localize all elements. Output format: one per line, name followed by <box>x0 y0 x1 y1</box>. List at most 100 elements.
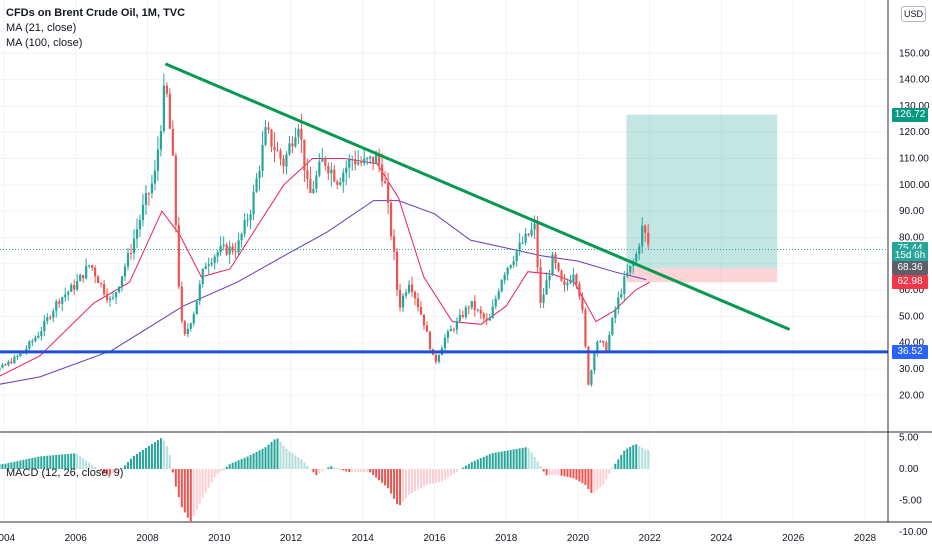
candle-body <box>473 301 476 310</box>
macd-bar <box>231 462 234 469</box>
candle-body <box>596 342 599 354</box>
candle-body <box>515 251 518 262</box>
macd-bar <box>584 469 587 486</box>
candle-body <box>138 220 142 230</box>
macd-bar <box>572 469 575 479</box>
macd-bar <box>300 459 303 469</box>
candle-body <box>243 220 246 234</box>
candle-body <box>285 154 288 167</box>
candle-body <box>566 282 569 286</box>
candle-body <box>389 202 393 237</box>
candle-body <box>204 266 207 270</box>
candle-body <box>401 295 405 308</box>
candle-body <box>34 337 37 342</box>
macd-bar <box>545 469 548 476</box>
macd-bar <box>153 442 156 469</box>
candle-body <box>255 178 258 192</box>
macd-pane <box>0 431 932 523</box>
macd-bar <box>306 465 309 469</box>
candle-body <box>73 285 76 290</box>
candle-body <box>404 292 408 296</box>
macd-bar <box>521 447 524 469</box>
macd-bar <box>515 448 518 469</box>
macd-bar <box>464 465 467 469</box>
macd-bar <box>342 469 345 471</box>
macd-bar <box>112 469 115 474</box>
candle-body <box>572 274 575 281</box>
candle-body <box>512 261 515 265</box>
macd-bar <box>575 469 578 480</box>
macd-bar <box>479 458 482 469</box>
macd-bar <box>446 469 449 478</box>
currency-button[interactable]: USD <box>901 6 926 22</box>
candle-body <box>252 191 255 215</box>
macd-bar <box>94 466 97 469</box>
ma21-line <box>0 158 651 377</box>
macd-bar <box>150 444 153 469</box>
target-zone[interactable] <box>626 114 778 269</box>
candle-body <box>509 264 512 268</box>
candle-body <box>491 306 494 318</box>
candle-body <box>419 307 423 315</box>
drawings[interactable] <box>0 62 888 354</box>
candle-body <box>1 364 4 368</box>
trendline[interactable] <box>164 62 791 331</box>
candle-body <box>351 159 354 161</box>
macd-bar <box>348 469 351 473</box>
macd-bar <box>518 448 521 469</box>
macd-bar <box>360 469 363 473</box>
candle-body <box>288 143 291 155</box>
candle-body <box>108 298 112 300</box>
candle-body <box>180 286 183 322</box>
macd-bar <box>587 469 590 490</box>
macd-bar <box>64 454 67 469</box>
candle-body <box>464 307 467 317</box>
ma21-legend[interactable]: MA (21, close) <box>6 22 77 34</box>
candle-body <box>312 188 315 193</box>
macd-bar <box>458 469 461 470</box>
macd-bar <box>79 456 82 469</box>
macd-bar <box>132 455 135 469</box>
candle-body <box>449 329 452 332</box>
candle-body <box>231 246 234 252</box>
price-tag: 126.72 <box>892 108 928 122</box>
candle-body <box>467 307 470 309</box>
candle-body <box>222 244 225 246</box>
candle-body <box>428 331 432 349</box>
candle-body <box>111 297 115 299</box>
macd-bar <box>455 469 458 472</box>
time-tick-label: 2006 <box>65 533 88 544</box>
macd-bar <box>593 469 596 493</box>
macd-tick-label: -5.00 <box>899 496 922 507</box>
macd-bar <box>61 454 64 469</box>
macd-legend[interactable]: MACD (12, 26, close, 9) <box>6 467 124 479</box>
stop-zone[interactable] <box>626 268 778 283</box>
macd-bar <box>440 469 443 482</box>
macd-bar <box>124 465 127 469</box>
macd-bar <box>578 469 581 482</box>
macd-bar <box>408 469 411 495</box>
candle-body <box>318 161 321 176</box>
macd-bar <box>590 469 593 493</box>
macd-bar <box>28 458 31 469</box>
candle-body <box>407 284 411 293</box>
candle-body <box>258 170 261 179</box>
price-tick-label: 60.00 <box>899 285 924 296</box>
macd-bar <box>416 469 419 490</box>
candle-body <box>381 164 384 182</box>
ma100-legend[interactable]: MA (100, close) <box>6 37 83 49</box>
candle-body <box>629 265 632 273</box>
macd-bar <box>599 469 602 488</box>
macd-bar <box>530 452 533 469</box>
candle-body <box>306 170 309 179</box>
candle-body <box>297 128 300 138</box>
candle-body <box>171 128 174 156</box>
macd-bar <box>118 469 121 472</box>
candle-body <box>416 298 420 308</box>
macd-bar <box>539 466 542 469</box>
candle-body <box>129 252 133 254</box>
macd-bar <box>647 450 650 469</box>
macd-bar <box>563 469 566 477</box>
candle-body <box>348 159 351 168</box>
